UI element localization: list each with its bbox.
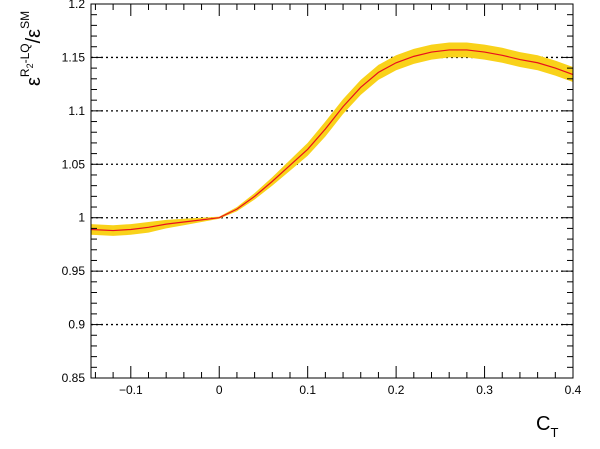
x-tick-label: 0.4: [565, 383, 582, 397]
axis-ticks: [91, 3, 574, 379]
x-tick-label: 0.2: [388, 383, 405, 397]
tick-labels: −0.1 0 0.1 0.2 0.3 0.4 0.85 0.9 0.95 1 1.05 1.1 1.15…: [62, 0, 582, 397]
y-tick-label: 0.85: [62, 371, 86, 385]
x-tick-label: 0.1: [299, 383, 316, 397]
plot-frame: [90, 3, 574, 379]
y-axis-title-num-sup-b: -LQ: [18, 43, 32, 63]
y-tick-label: 1.15: [62, 50, 86, 64]
y-tick-label: 1.2: [68, 0, 85, 11]
y-axis-title-num-sup-sub: 2: [25, 63, 35, 68]
central-line-layer: [90, 49, 574, 232]
y-axis-title-eps-num: ε: [23, 77, 45, 86]
x-tick-label: −0.1: [119, 383, 143, 397]
y-axis-title-slash: /: [23, 37, 45, 43]
y-axis-title-num-sup-a: R: [18, 68, 32, 77]
y-tick-label: 1.05: [62, 157, 86, 171]
grid-lines: [91, 56, 573, 326]
y-axis-title-eps-den: ε: [23, 29, 45, 38]
y-tick-label: 1: [78, 211, 85, 225]
uncertainty-band: [91, 42, 573, 236]
uncertainty-band-layer: [91, 42, 573, 236]
x-axis-title: CT: [536, 413, 558, 440]
x-tick-label: 0: [216, 383, 223, 397]
x-tick-label: 0.3: [476, 383, 493, 397]
y-tick-label: 0.9: [68, 318, 85, 332]
y-tick-label: 1.1: [68, 104, 85, 118]
y-tick-label: 0.95: [62, 264, 86, 278]
x-axis-title-sub: T: [550, 425, 558, 440]
y-axis-title-den-sup: SM: [18, 11, 32, 29]
x-axis-title-main: C: [536, 413, 550, 435]
central-value-line: [90, 49, 574, 232]
y-axis-title: εR2-LQ/εSM: [18, 11, 45, 86]
